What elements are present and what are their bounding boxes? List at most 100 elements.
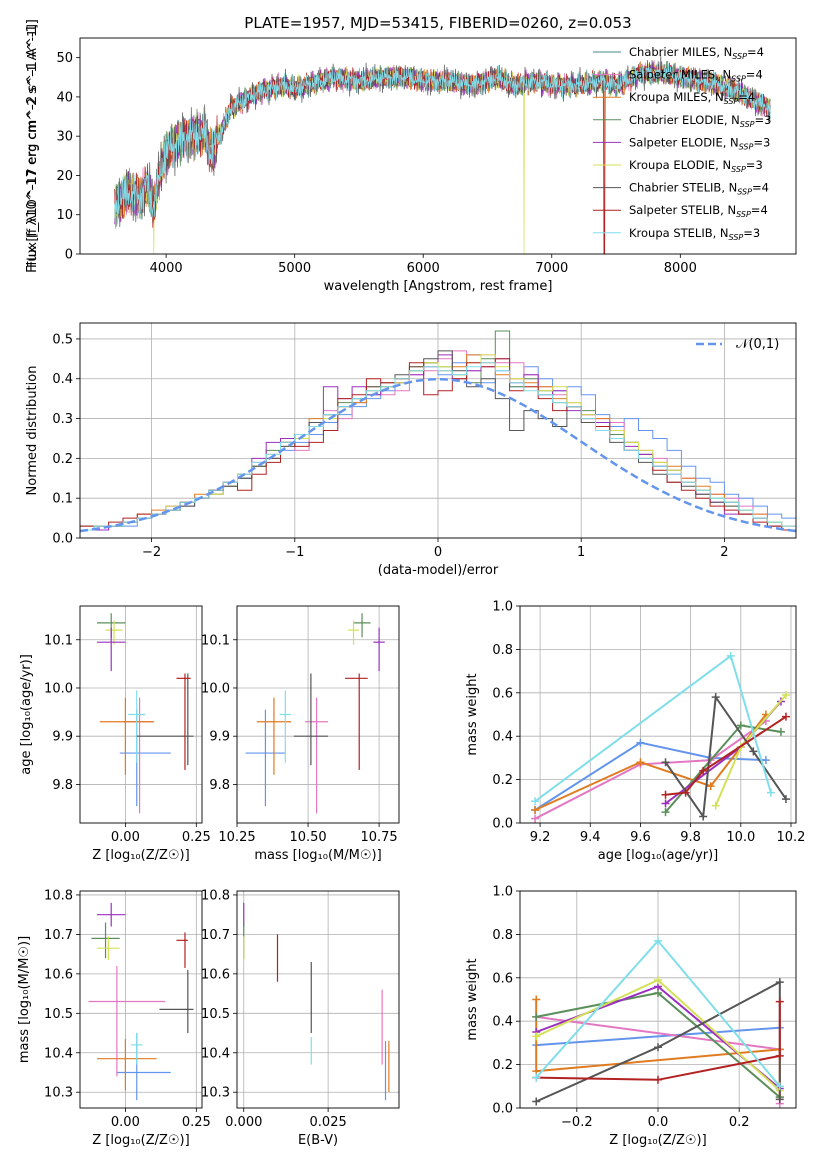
y-tick-label: 0.2: [492, 1058, 513, 1073]
errorbar-point: [136, 673, 194, 766]
y-axis-label: mass weight: [465, 673, 480, 755]
legend-label: Kroupa MILES: [629, 90, 708, 104]
weight-marker: [775, 997, 784, 1006]
weight-marker: [636, 758, 645, 767]
legend-n-prefix: , N: [715, 158, 731, 172]
legend-label: 𝒩(0,1): [736, 337, 779, 352]
x-tick-label: 0.025: [310, 1115, 347, 1130]
legend-n-eq: =: [752, 181, 762, 195]
weight-marker: [532, 1097, 541, 1106]
y-tick-label: 10.6: [201, 967, 230, 982]
weight-marker: [532, 995, 541, 1004]
weight-marker: [736, 721, 745, 730]
plot-area-mass-vs-ebv: [243, 902, 390, 1101]
x-tick-label: −0.2: [561, 1115, 593, 1130]
legend-entry: Salpeter STELIB, NSSP=4: [629, 203, 768, 219]
x-axis-label: E(B-V): [298, 1133, 338, 1148]
weight-marker: [654, 1075, 662, 1084]
x-tick-label: 2: [720, 545, 728, 560]
weight-marker: [775, 1082, 784, 1091]
plot-area-age-vs-mass: [245, 613, 385, 814]
legend-n-value: 4: [757, 45, 764, 59]
y-tick-label: 10.3: [44, 1086, 73, 1101]
y-tick-label: 0.0: [492, 1102, 513, 1117]
errorbar-point: [305, 697, 328, 814]
y-tick-label: 30: [56, 130, 73, 145]
legend-n-value: 4: [762, 181, 769, 195]
errorbar-point: [91, 922, 120, 959]
y-tick-label: 1.0: [492, 885, 513, 900]
weight-marker: [749, 747, 758, 756]
spectrum-line-9: [114, 61, 771, 224]
weight-marker: [681, 788, 690, 797]
legend-label: Salpeter MILES: [629, 68, 715, 82]
axes-frame: [236, 890, 400, 1109]
axes-frame: [519, 605, 797, 824]
y-tick-label: 50: [56, 51, 73, 66]
errorbar-point: [97, 936, 120, 961]
x-tick-label: 0.00: [111, 830, 140, 845]
plot-area-weight-vs-z: [532, 936, 784, 1108]
x-tick-label: 7000: [535, 261, 568, 276]
legend-subscript: SSP: [732, 52, 747, 61]
plot-area-weight-vs-age: [531, 651, 790, 823]
legend-label: Kroupa STELIB: [629, 226, 713, 240]
legend-n-eq: =: [746, 68, 756, 82]
weight-marker: [711, 693, 720, 702]
x-tick-label: 6000: [407, 261, 440, 276]
x-tick-label: 9.4: [580, 830, 601, 845]
y-axis-label: Normed distribution: [25, 366, 40, 496]
legend-n-value: 3: [755, 158, 762, 172]
legend-label: Salpeter STELIB: [629, 203, 720, 217]
x-tick-label: 10.0: [726, 830, 755, 845]
plot-area-residuals: [80, 330, 796, 538]
x-tick-label: 0.0: [648, 1115, 669, 1130]
y-tick-label: 9.8: [209, 778, 230, 793]
x-tick-label: 0.000: [225, 1115, 262, 1130]
weight-marker: [775, 1095, 784, 1104]
y-tick-label: 10: [56, 208, 73, 223]
panel-age-vs-mass: 10.25 10.50 10.75 9.8 9.9 10.0 10.1 mass [log₁₀…: [201, 605, 400, 863]
y-axis-label: mass [log₁₀(M/M☉)]: [17, 936, 32, 1063]
legend-n-prefix: , N: [721, 181, 737, 195]
y-tick-label: 10.7: [201, 928, 230, 943]
legend-n-value: 3: [763, 135, 770, 149]
y-tick-label: 10.1: [201, 633, 230, 648]
weight-line-1: [534, 741, 766, 811]
weight-marker: [766, 788, 775, 797]
legend-label: Chabrier MILES: [629, 45, 716, 59]
legend-label: Chabrier ELODIE: [629, 113, 724, 127]
panel-weight-vs-age: 9.2 9.4 9.6 9.8 10.0 10.2 0.0 0.2 0.4 0.6 0.8 1.0 ag…: [465, 600, 805, 864]
x-tick-label: 4000: [150, 261, 183, 276]
errorbar-point: [345, 673, 368, 770]
x-tick-label: −1: [285, 545, 304, 560]
axes-frame: [79, 37, 797, 255]
y-tick-label: 10.3: [201, 1086, 230, 1101]
x-tick-label: 9.8: [680, 830, 701, 845]
y-tick-label: 10.4: [44, 1046, 73, 1061]
weight-marker: [532, 1032, 541, 1041]
y-axis-label: mass weight: [465, 958, 480, 1040]
weight-marker: [654, 936, 662, 945]
x-tick-label: 10.50: [289, 830, 326, 845]
errorbar-point: [373, 627, 385, 672]
weight-marker: [761, 756, 770, 765]
x-axis-label: (data-model)/error: [378, 563, 499, 578]
weight-line-8: [536, 1001, 781, 1081]
legend-subscript: SSP: [729, 233, 744, 242]
legend-n-value: 4: [760, 203, 767, 217]
errorbar-point: [88, 965, 166, 1077]
normal-curve: [80, 377, 796, 533]
legend-n-prefix: , N: [708, 90, 724, 104]
legend-label: Chabrier STELIB: [629, 181, 721, 195]
legend-subscript: SSP: [739, 142, 754, 151]
legend-n-eq: =: [738, 90, 748, 104]
y-tick-label: 20: [56, 169, 73, 184]
panel-mass-vs-z: 0.00 0.25 10.3 10.4 10.5 10.6 10.7 10.8 Z [log₁₀…: [17, 888, 211, 1148]
panel-weight-vs-z: −0.2 0.0 0.2 0.0 0.2 0.4 0.6 0.8 1.0 Z [log₁₀(Z/Z…: [465, 885, 797, 1148]
y-tick-label: 10.5: [201, 1007, 230, 1022]
legend-subscript: SSP: [736, 210, 751, 219]
y-tick-label: 1.0: [492, 600, 513, 615]
legend-n-eq: =: [746, 158, 756, 172]
legend-entry: Chabrier STELIB, NSSP=4: [629, 181, 769, 197]
